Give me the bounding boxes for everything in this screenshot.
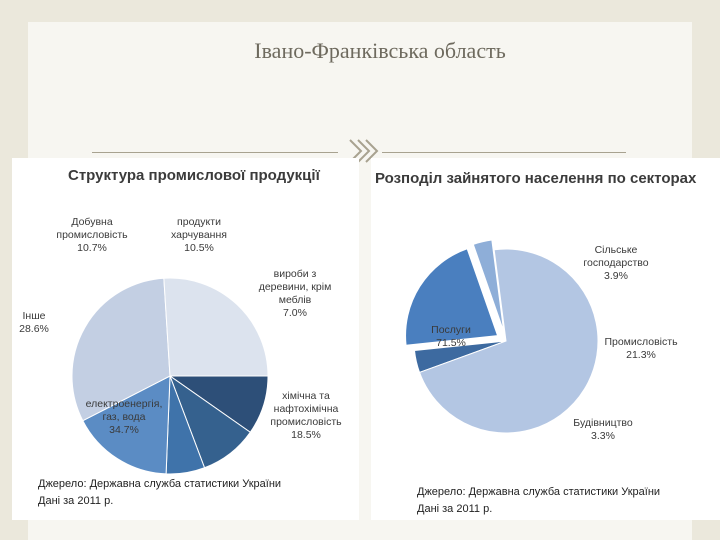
slice-label-line: 21.3% [626,349,656,361]
source-note: Джерело: Державна служба статистики Укра… [38,476,281,510]
slice-label-line: продукти [177,216,221,228]
slice-label-line: 18.5% [291,429,321,441]
slice-label-line: газ, вода [102,411,146,423]
divider-left [92,152,338,153]
industrial-production-pie [71,277,269,475]
slice-label-line: Добувна [71,216,113,228]
chart-title: Розподіл зайнятого населення по секторах [375,170,697,187]
pie-slice [472,239,505,332]
slice-label-line: нафтохімічна [273,403,339,415]
slice-label-line: 7.0% [283,307,307,319]
slice-label-line: промисловість [270,416,342,428]
slice-label: Промисловість 21.3% [604,336,677,362]
slice-label-line: 28.6% [19,323,49,335]
slice-label: Послуги 71.5% [431,324,471,350]
slice-label-line: електроенергія, [85,398,163,410]
slice-label: Інше 28.6% [19,310,49,336]
pie-slice [405,248,499,346]
divider-right [382,152,626,153]
slice-label-line: вироби з [273,268,317,280]
slice-label-line: Послуги [431,324,471,336]
employment-sectors-panel: Розподіл зайнятого населення по секторах… [371,158,720,520]
slice-label-line: Інше [22,310,46,322]
slice-label-line: господарство [583,257,649,269]
slice-label-line: Сільське [594,244,638,256]
source-line: Джерело: Державна служба статистики Укра… [38,478,282,490]
slice-label-line: промисловість [56,229,128,241]
slice-label: Сільське господарство 3.9% [583,244,648,283]
slice-label-line: хімічна та [282,390,330,402]
slice-label: продукти харчування 10.5% [171,216,227,255]
slice-label: хімічна та нафтохімічна промисловість 18.5% [270,390,341,442]
pie-slice [418,248,599,434]
source-note: Джерело: Державна служба статистики Укра… [417,484,660,518]
slice-label-line: харчування [171,229,227,241]
slice-label-line: деревини, крім [258,281,332,293]
slice-label-line: 71.5% [436,337,466,349]
slice-label: Будівництво 3.3% [573,417,632,443]
slice-label-line: Будівництво [573,417,633,429]
slice-label-line: 3.3% [591,430,615,442]
industrial-production-panel: Структура промислової продукції Добувна п… [12,158,359,520]
slice-label: електроенергія, газ, вода 34.7% [86,398,163,437]
slice-label-line: 3.9% [604,270,628,282]
slice-label: вироби з деревини, крім меблів 7.0% [259,268,332,320]
slice-label-line: 34.7% [109,424,139,436]
slice-label-line: 10.7% [77,242,107,254]
pie-slice [82,375,171,475]
employment-sectors-pie [405,239,599,434]
pie-slice [163,277,269,377]
slice-label: Добувна промисловість 10.7% [56,216,127,255]
chart-title: Структура промислової продукції [68,167,320,184]
slide-title: Івано-Франківська область [254,38,506,63]
slice-label-line: меблів [278,294,312,306]
source-year: Дані за 2011 р. [38,495,114,507]
slice-label-line: 10.5% [184,242,214,254]
source-year: Дані за 2011 р. [417,503,493,515]
source-line: Джерело: Державна служба статистики Укра… [417,486,661,498]
pie-slice [71,277,171,422]
slice-label-line: Промисловість [604,336,678,348]
